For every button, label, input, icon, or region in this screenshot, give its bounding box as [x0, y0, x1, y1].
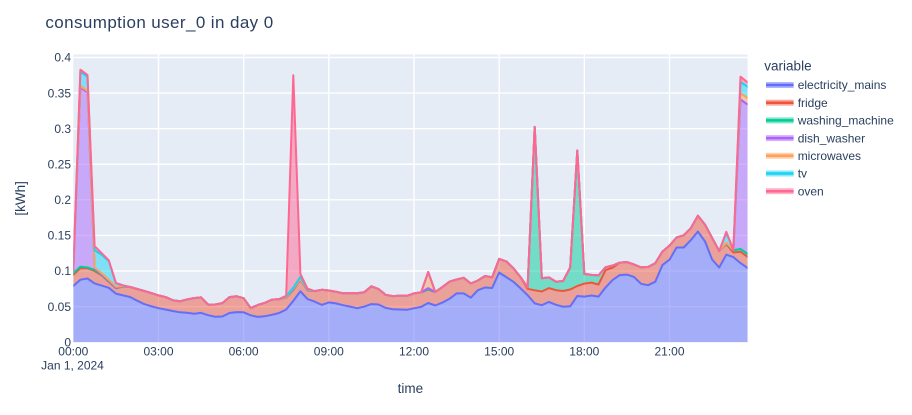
svg-text:0.1: 0.1: [54, 264, 71, 278]
svg-text:15:00: 15:00: [484, 345, 514, 359]
svg-text:dish_washer: dish_washer: [798, 131, 865, 145]
svg-text:00:00: 00:00: [58, 345, 88, 359]
svg-text:03:00: 03:00: [143, 345, 173, 359]
svg-text:0.15: 0.15: [48, 229, 72, 243]
svg-text:electricity_mains: electricity_mains: [798, 78, 887, 92]
svg-text:time: time: [398, 381, 424, 396]
svg-text:21:00: 21:00: [654, 345, 684, 359]
svg-text:0.05: 0.05: [48, 300, 72, 314]
svg-text:0.2: 0.2: [54, 193, 71, 207]
svg-text:variable: variable: [764, 59, 811, 74]
svg-text:fridge: fridge: [798, 96, 828, 110]
svg-text:consumption user_0 in day 0: consumption user_0 in day 0: [45, 13, 273, 32]
svg-text:oven: oven: [798, 184, 824, 198]
svg-text:0.25: 0.25: [48, 158, 72, 172]
svg-text:[kWh]: [kWh]: [13, 181, 28, 216]
svg-text:microwaves: microwaves: [798, 149, 861, 163]
svg-text:Jan 1, 2024: Jan 1, 2024: [41, 359, 104, 373]
svg-text:tv: tv: [798, 167, 807, 181]
svg-text:0.4: 0.4: [54, 51, 71, 65]
svg-text:12:00: 12:00: [399, 345, 429, 359]
svg-text:washing_machine: washing_machine: [797, 114, 894, 128]
svg-text:09:00: 09:00: [314, 345, 344, 359]
svg-text:0.3: 0.3: [54, 122, 71, 136]
svg-text:06:00: 06:00: [229, 345, 259, 359]
svg-text:0: 0: [64, 335, 71, 349]
svg-text:18:00: 18:00: [569, 345, 599, 359]
svg-text:0.35: 0.35: [48, 86, 72, 100]
